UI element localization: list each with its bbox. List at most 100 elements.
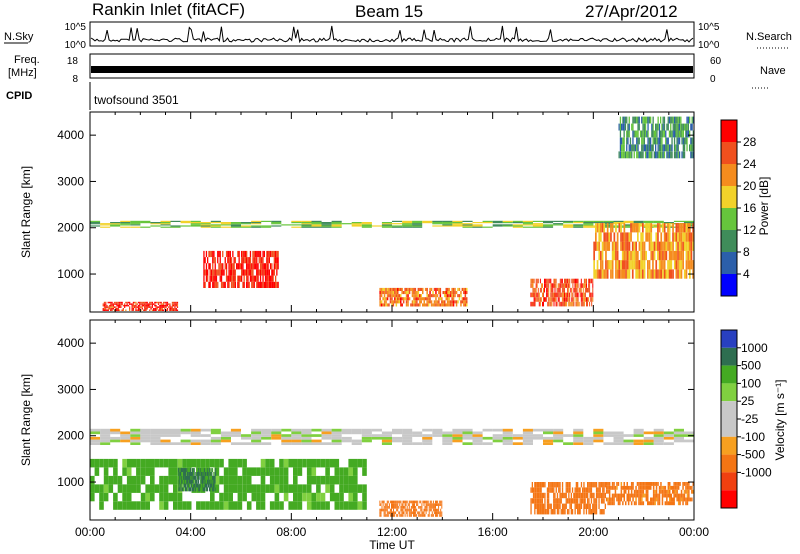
heatmap-cell [536,297,538,302]
heatmap-cell [492,439,503,443]
heatmap-cell [482,222,493,224]
heatmap-cell [269,263,272,270]
heatmap-cell [472,442,483,445]
heatmap-cell [655,485,658,490]
heatmap-cell [225,275,228,282]
heatmap-cell [641,137,643,145]
heatmap-cell [650,241,653,251]
power-x-ticks [89,112,695,312]
heatmap-cell [234,275,236,282]
heatmap-cell [436,503,437,506]
heatmap-cell [179,468,181,472]
heatmap-cell [492,436,503,440]
heatmap-cell [211,468,213,472]
heatmap-cell [631,269,634,279]
heatmap-cell [667,137,669,145]
heatmap-cell [410,500,412,504]
heatmap-cell [191,475,193,480]
heatmap-cell [673,250,676,261]
heatmap-cell [272,275,274,282]
heatmap-cell [574,503,576,509]
heatmap-cell [233,263,235,270]
heatmap-cell [198,468,200,472]
heatmap-cell [404,500,406,504]
heatmap-cell [642,151,644,159]
heatmap-cell [380,294,383,298]
heatmap-cell [561,492,564,499]
heatmap-cell [670,493,672,498]
heatmap-cell [502,436,513,440]
heatmap-cell [311,434,322,437]
heatmap-cell [395,291,398,295]
colorbar-swatch [721,436,737,455]
heatmap-cell [540,509,542,515]
heatmap-cell [692,151,694,159]
heatmap-cell [551,487,554,493]
heatmap-cell [580,503,583,509]
heatmap-cell [556,287,558,293]
heatmap-cell [211,472,213,476]
heatmap-cell [398,294,400,298]
heatmap-cell [618,269,621,279]
heatmap-cell [423,511,425,515]
heatmap-cell [107,306,109,308]
heatmap-cell [429,294,431,298]
heatmap-cell [225,263,228,270]
heatmap-cell [209,487,211,492]
heatmap-cell [193,468,195,472]
heatmap-cell [160,226,171,228]
heatmap-cell [603,220,614,222]
heatmap-cell [120,306,122,308]
heatmap-cell [392,287,395,291]
noise-left-tick-bottom: 10^0 [65,40,87,51]
heatmap-cell [690,137,692,145]
heatmap-cell [643,439,654,443]
heatmap-cell [532,220,543,222]
heatmap-cell [629,144,632,152]
heatmap-cell [402,224,413,226]
heatmap-cell [661,130,663,138]
heatmap-cell [502,222,513,224]
heatmap-cell [522,428,533,432]
heatmap-cell [404,287,406,291]
heatmap-cell [541,498,543,504]
heatmap-cell [673,482,675,486]
heatmap-cell [587,482,589,488]
heatmap-cell [228,263,230,270]
heatmap-cell [206,483,208,488]
heatmap-cell [502,439,513,443]
heatmap-cell [108,458,114,468]
heatmap-cell [587,297,588,302]
heatmap-cell [361,225,372,227]
heatmap-cell [102,303,104,305]
heatmap-cell [241,436,252,440]
heatmap-cell [637,232,639,242]
heatmap-cell [645,489,648,494]
heatmap-cell [387,514,389,517]
heatmap-cell [241,222,252,224]
heatmap-cell [160,309,162,311]
heatmap-cell [543,220,554,222]
heatmap-cell [429,297,431,301]
heatmap-cell [652,269,654,279]
heatmap-cell [389,291,392,295]
heatmap-cell [331,434,342,437]
heatmap-cell [580,278,582,284]
heatmap-cell [546,287,548,293]
heatmap-cell [686,137,688,145]
heatmap-cell [672,497,674,502]
heatmap-cell [389,514,391,517]
heatmap-cell [598,223,601,233]
heatmap-cell [181,479,183,484]
heatmap-cell [512,220,523,222]
heatmap-cell [429,300,431,304]
heatmap-cell [566,278,568,284]
heatmap-cell [353,501,358,510]
heatmap-cell [396,500,398,504]
heatmap-cell [266,275,268,282]
heatmap-cell [647,137,649,145]
heatmap-cell [202,483,203,488]
heatmap-cell [451,300,453,304]
heatmap-cell [689,241,691,251]
heatmap-cell [532,487,535,493]
